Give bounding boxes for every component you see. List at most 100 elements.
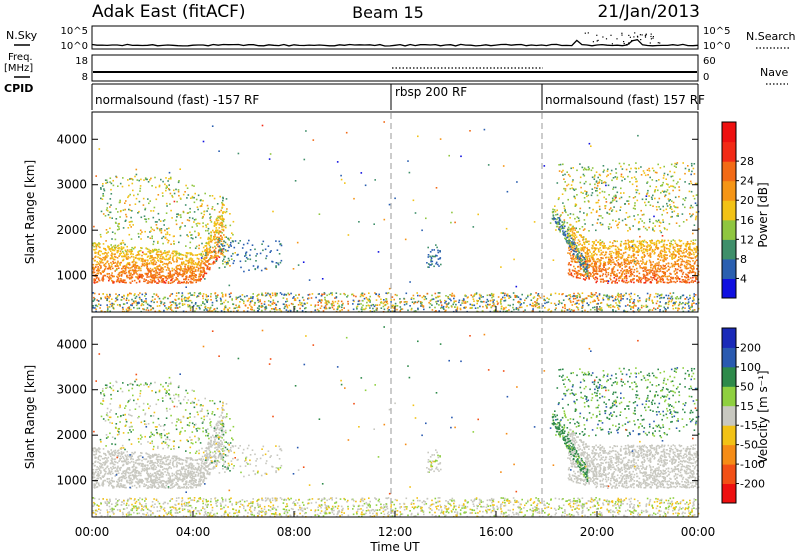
- power-echo: [602, 269, 605, 271]
- power-echo: [204, 272, 206, 275]
- power-echo: [189, 292, 191, 294]
- power-echo: [224, 249, 227, 251]
- power-echo: [114, 244, 117, 247]
- power-echo: [678, 225, 681, 227]
- power-echo: [675, 206, 677, 209]
- power-echo: [120, 246, 123, 248]
- power-echo: [593, 306, 596, 308]
- power-echo: [399, 298, 401, 300]
- power-echo: [675, 307, 677, 309]
- power-echo: [205, 257, 208, 259]
- power-echo: [197, 270, 199, 272]
- power-echo: [608, 256, 610, 259]
- power-echo: [577, 260, 579, 262]
- power-echo: [368, 305, 371, 307]
- power-echo: [172, 277, 174, 279]
- power-echo: [108, 306, 111, 308]
- power-echo: [105, 179, 108, 182]
- power-echo: [661, 245, 664, 248]
- power-echo: [632, 240, 635, 243]
- power-echo: [562, 169, 564, 172]
- power-echo: [633, 304, 636, 306]
- power-echo: [477, 307, 479, 309]
- power-echo: [151, 279, 154, 282]
- power-echo: [643, 213, 645, 216]
- power-echo: [691, 214, 693, 217]
- noise-search-dot: [636, 35, 639, 37]
- power-echo: [190, 280, 192, 283]
- power-echo: [508, 309, 510, 311]
- power-echo: [603, 294, 606, 296]
- power-echo: [575, 245, 578, 248]
- power-echo: [116, 275, 118, 278]
- power-echo: [109, 177, 112, 179]
- power-echo: [684, 303, 686, 306]
- power-echo: [158, 273, 160, 276]
- power-echo: [629, 228, 631, 231]
- power-echo: [658, 253, 660, 256]
- power-echo: [146, 303, 149, 306]
- power-echo: [453, 294, 455, 297]
- power-echo: [570, 184, 573, 186]
- power-echo: [592, 306, 594, 309]
- power-echo: [626, 281, 628, 284]
- power-echo: [173, 192, 176, 195]
- power-echo: [199, 254, 202, 256]
- power-echo: [630, 279, 632, 281]
- power-echo: [195, 281, 197, 284]
- power-echo: [682, 254, 685, 257]
- power-echo: [453, 297, 455, 300]
- power-echo: [685, 248, 687, 250]
- power-echo: [105, 240, 107, 242]
- power-echo: [563, 227, 566, 229]
- power-echo: [553, 302, 556, 305]
- power-echo: [546, 301, 548, 304]
- power-echo: [144, 260, 146, 263]
- power-echo: [596, 276, 598, 279]
- power-echo: [584, 246, 586, 249]
- power-echo: [682, 242, 685, 245]
- power-echo: [623, 269, 626, 272]
- power-echo: [583, 197, 586, 199]
- power-echo: [250, 297, 252, 299]
- power-echo: [650, 196, 653, 199]
- power-echo: [422, 305, 425, 307]
- power-echo: [628, 203, 630, 205]
- power-echo: [657, 274, 660, 277]
- power-echo: [198, 278, 201, 281]
- power-echo: [640, 209, 642, 212]
- power-echo: [132, 178, 134, 181]
- power-echo: [250, 308, 252, 311]
- power-echo: [134, 269, 137, 271]
- power-echo: [673, 263, 675, 266]
- power-echo: [156, 255, 159, 257]
- power-echo: [601, 240, 604, 243]
- noise-search-dot: [587, 32, 589, 34]
- power-echo: [566, 295, 568, 297]
- power-echo: [678, 239, 681, 241]
- power-echo: [674, 273, 677, 276]
- power-echo: [219, 215, 221, 218]
- power-echo: [613, 199, 616, 201]
- power-echo: [482, 296, 484, 298]
- power-echo: [638, 240, 641, 242]
- power-echo: [581, 292, 584, 294]
- power-echo: [684, 199, 686, 202]
- power-echo: [615, 257, 617, 259]
- power-echo: [588, 168, 590, 170]
- power-echo: [665, 178, 667, 180]
- power-echo: [134, 175, 136, 178]
- power-echo: [156, 257, 158, 259]
- power-echo: [695, 250, 697, 252]
- power-echo: [246, 310, 249, 313]
- power-echo: [538, 303, 540, 305]
- power-echo: [578, 261, 581, 263]
- power-echo: [279, 261, 282, 264]
- power-echo: [307, 294, 310, 296]
- power-echo: [620, 262, 623, 265]
- power-echo: [191, 258, 194, 260]
- power-echo: [196, 257, 199, 260]
- power-echo: [640, 245, 642, 247]
- power-echo: [617, 308, 620, 310]
- power-echo: [138, 250, 141, 252]
